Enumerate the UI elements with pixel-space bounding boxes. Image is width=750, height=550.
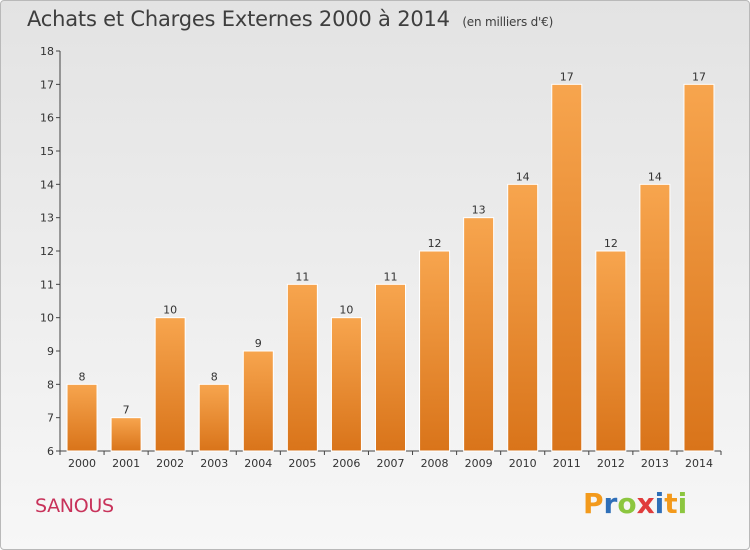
x-tick-label: 2000 [68,457,96,470]
y-tick-label: 14 [40,178,54,191]
x-tick-label: 2013 [641,457,669,470]
logo-letter: r [603,487,618,520]
y-tick-label: 18 [40,45,54,58]
chart-subtitle: (en milliers d'€) [462,15,554,29]
x-tick-label: 2001 [112,457,140,470]
x-tick-label: 2011 [553,457,581,470]
logo-letter: x [636,487,655,520]
logo-letter: i [677,487,688,520]
x-tick-label: 2006 [332,457,360,470]
bar [375,283,406,452]
y-tick-label: 16 [40,112,54,125]
bar [330,317,362,452]
data-label: 8 [211,370,218,383]
chart-title: Achats et Charges Externes 2000 à 2014 [27,7,450,31]
x-tick-label: 2004 [244,457,272,470]
logo-letter: P [583,487,604,520]
y-tick-label: 6 [47,445,54,458]
y-tick-label: 9 [47,345,54,358]
bar [419,250,451,452]
bar [595,250,627,452]
bar [683,83,715,452]
chart-title-block: Achats et Charges Externes 2000 à 2014 (… [27,7,553,31]
x-tick-label: 2003 [200,457,228,470]
x-tick-label: 2010 [509,457,537,470]
data-label: 12 [428,237,442,250]
logo-letter: t [664,487,678,520]
town-name: SANOUS [35,495,114,517]
bar [507,183,539,452]
x-tick-label: 2005 [288,457,316,470]
axes: 6 7 8 9 10 11 12 13 14 15 16 17 18 2000 2001 2002 2003 20… [40,45,722,470]
data-label: 8 [79,370,86,383]
x-tick-label: 2012 [597,457,625,470]
bar [110,417,142,452]
data-label: 13 [472,204,486,217]
x-tick-label: 2009 [465,457,493,470]
data-label: 11 [384,270,398,283]
y-tick-label: 13 [40,212,54,225]
bar [551,83,583,452]
data-label: 7 [123,404,130,417]
data-label: 17 [560,70,574,83]
bar [639,183,671,452]
x-tick-label: 2007 [377,457,405,470]
data-label: 9 [255,337,262,350]
y-tick-label: 15 [40,145,54,158]
data-label: 10 [163,304,177,317]
data-label: 14 [648,170,662,183]
logo-letter: i [654,487,665,520]
proxiti-logo: Proxiti [583,487,687,520]
bar [154,317,186,452]
bar [463,217,495,452]
x-tick-label: 2014 [685,457,713,470]
bars [66,83,715,452]
y-tick-label: 8 [47,378,54,391]
y-tick-label: 7 [47,412,54,425]
data-label: 17 [692,70,706,83]
bar [286,283,318,452]
x-tick-label: 2008 [421,457,449,470]
data-label: 14 [516,170,530,183]
y-tick-label: 11 [40,278,54,291]
bar [66,383,98,452]
x-tick-label: 2002 [156,457,184,470]
y-tick-label: 10 [40,312,54,325]
bar [198,383,230,452]
y-tick-label: 12 [40,245,54,258]
bar [242,350,274,452]
data-label: 12 [604,237,618,250]
data-label: 10 [339,304,353,317]
data-labels: 8 7 10 8 9 11 10 11 12 13 14 17 12 14 17 [79,70,706,416]
data-label: 11 [295,270,309,283]
logo-letter: o [617,487,637,520]
y-tick-label: 17 [40,78,54,91]
